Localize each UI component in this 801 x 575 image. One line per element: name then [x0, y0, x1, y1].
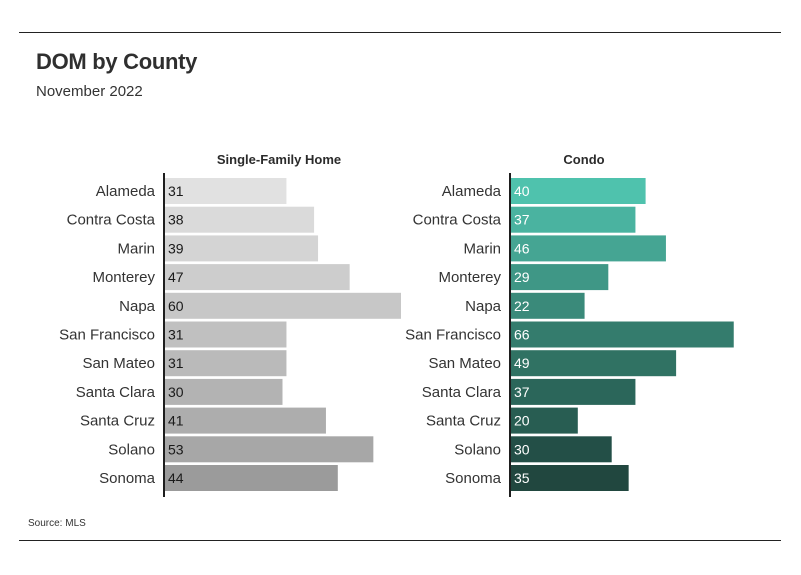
bottom-rule — [19, 540, 781, 541]
value-label: 41 — [168, 413, 184, 429]
category-label: Santa Cruz — [426, 413, 501, 430]
bar — [510, 407, 578, 434]
category-label: Santa Clara — [422, 384, 502, 401]
value-label: 66 — [514, 327, 530, 343]
panel-single-family: Single-Family Home Alameda 31 Contra Costa 3… — [59, 152, 401, 497]
bar — [164, 436, 374, 463]
value-label: 35 — [514, 470, 530, 486]
value-label: 31 — [168, 183, 184, 199]
chart-title: DOM by County — [36, 49, 198, 74]
category-label: Marin — [463, 240, 501, 257]
category-label: Santa Clara — [76, 384, 156, 401]
bar — [510, 436, 612, 463]
bar — [164, 206, 315, 233]
value-label: 60 — [168, 298, 184, 314]
value-label: 40 — [514, 183, 530, 199]
bar — [510, 292, 585, 319]
category-label: Sonoma — [99, 470, 156, 487]
category-label: Sonoma — [445, 470, 502, 487]
value-label: 30 — [168, 384, 184, 400]
category-label: Monterey — [438, 269, 501, 286]
bar — [510, 264, 609, 291]
value-label: 44 — [168, 470, 184, 486]
category-label: Marin — [117, 240, 155, 257]
value-label: 29 — [514, 269, 530, 285]
category-label: Solano — [108, 441, 155, 458]
bar — [510, 321, 734, 348]
category-label: Contra Costa — [67, 212, 156, 229]
category-label: San Francisco — [59, 327, 155, 344]
bar — [510, 206, 636, 233]
category-label: Napa — [465, 298, 502, 315]
value-label: 22 — [514, 298, 530, 314]
bar — [164, 378, 283, 405]
bar — [510, 178, 646, 204]
value-label: 37 — [514, 212, 530, 228]
category-label: Solano — [454, 441, 501, 458]
value-label: 20 — [514, 413, 530, 429]
bar — [164, 465, 338, 491]
category-label: San Mateo — [82, 355, 155, 372]
value-label: 49 — [514, 355, 530, 371]
bar — [164, 292, 401, 319]
category-label: Santa Cruz — [80, 413, 155, 430]
bar — [164, 178, 287, 204]
bar — [164, 407, 326, 434]
bar — [510, 465, 629, 491]
source-note: Source: MLS — [28, 518, 86, 529]
bar — [164, 350, 287, 377]
category-label: San Francisco — [405, 327, 501, 344]
bar — [510, 378, 636, 405]
category-label: Alameda — [442, 183, 502, 200]
value-label: 37 — [514, 384, 530, 400]
bar — [164, 235, 319, 262]
panel-title: Condo — [563, 152, 604, 167]
panel-condo: Condo Alameda 40 Contra Costa 37 Marin 46 Monte… — [405, 152, 734, 497]
bar — [510, 235, 666, 262]
value-label: 46 — [514, 240, 530, 256]
category-label: Napa — [119, 298, 156, 315]
value-label: 31 — [168, 355, 184, 371]
bar — [510, 350, 677, 377]
value-label: 31 — [168, 327, 184, 343]
bar — [164, 321, 287, 348]
category-label: San Mateo — [428, 355, 501, 372]
value-label: 47 — [168, 269, 184, 285]
bar — [164, 264, 350, 291]
category-label: Contra Costa — [413, 212, 502, 229]
value-label: 30 — [514, 441, 530, 457]
value-label: 38 — [168, 212, 184, 228]
category-label: Alameda — [96, 183, 156, 200]
panel-title: Single-Family Home — [217, 152, 341, 167]
chart-subtitle: November 2022 — [36, 83, 143, 100]
value-label: 39 — [168, 240, 184, 256]
value-label: 53 — [168, 441, 184, 457]
category-label: Monterey — [92, 269, 155, 286]
top-rule — [19, 32, 781, 33]
